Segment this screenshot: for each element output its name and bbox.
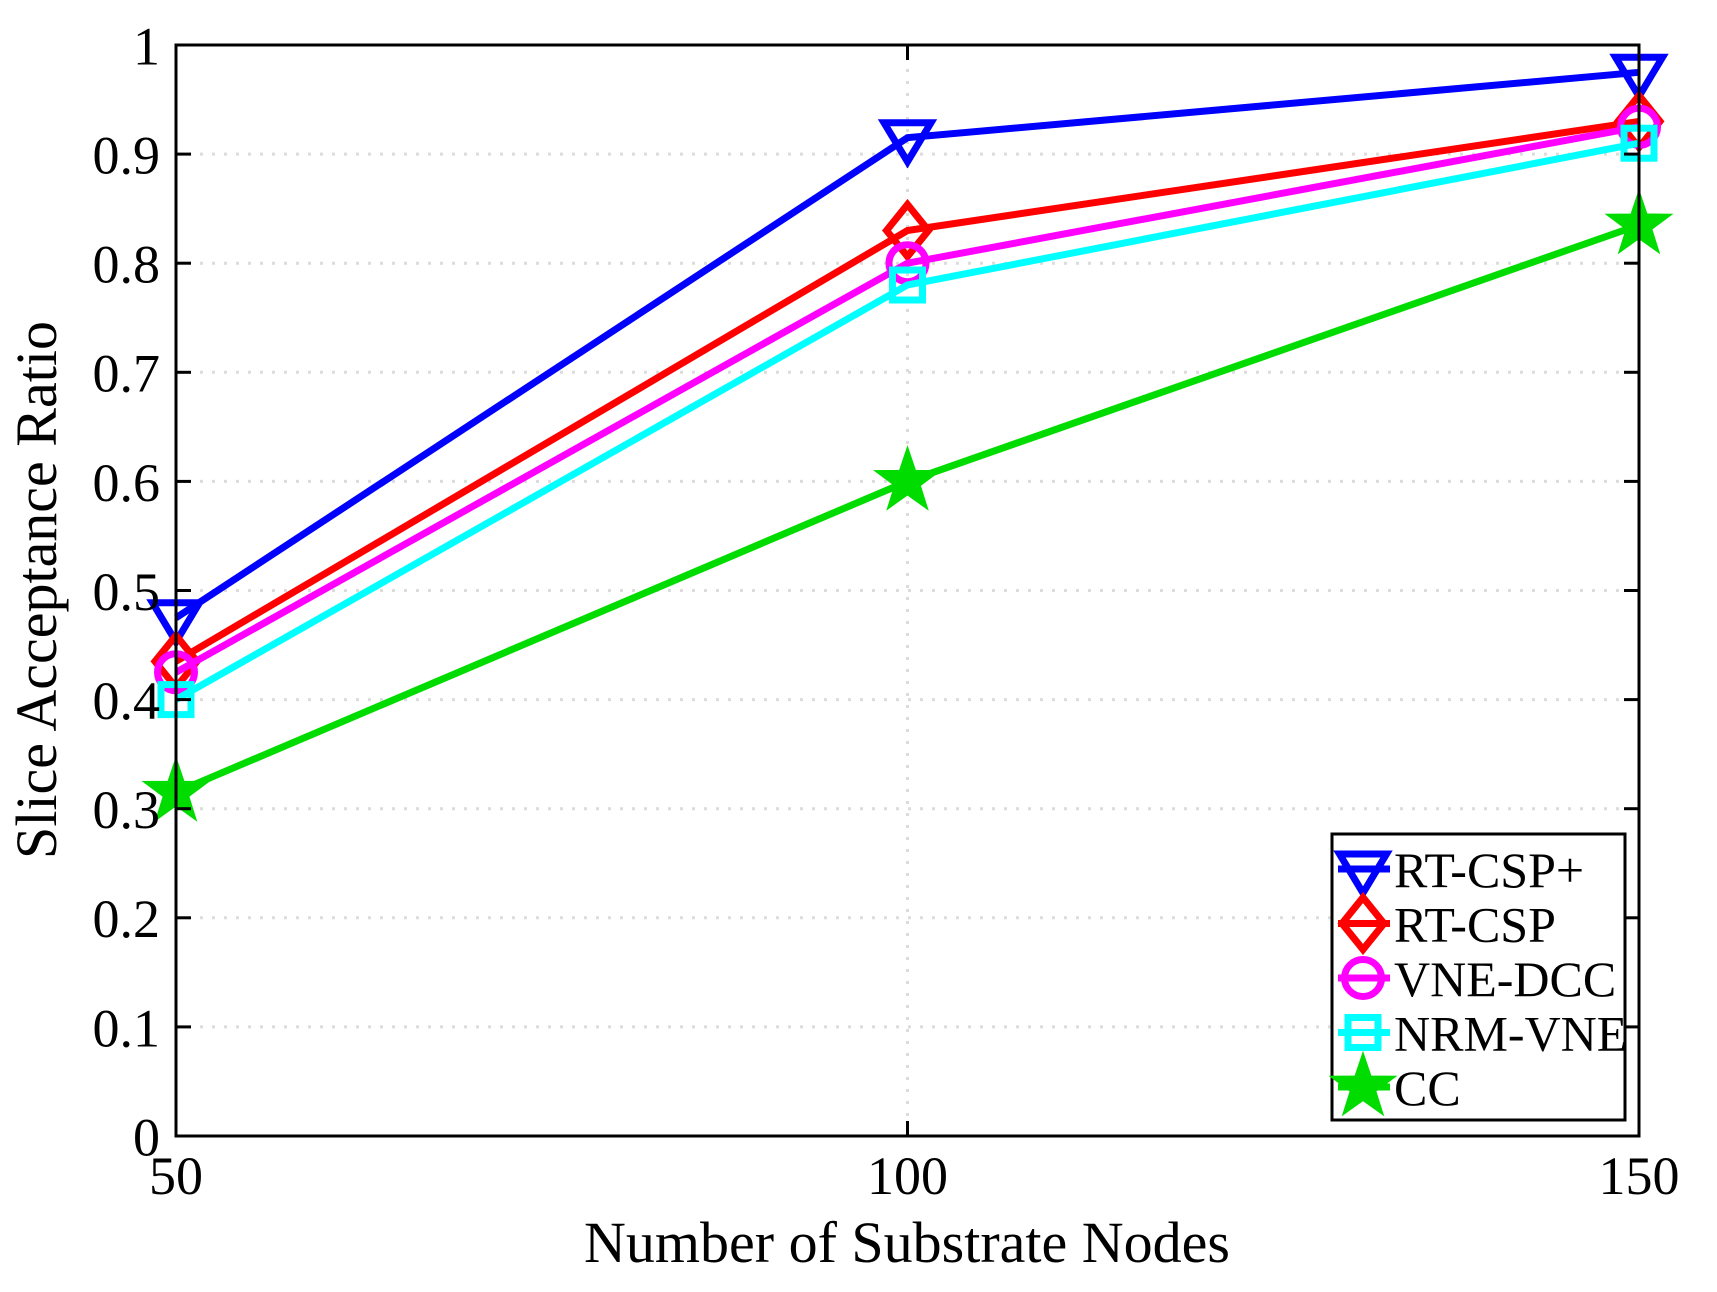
series-line-vne-dcc [174,123,1640,676]
gridlines [176,45,1639,1136]
series-line-rt-csp- [174,68,1640,621]
x-tick-label: 50 [149,1146,203,1206]
circle-marker-icon [1341,956,1385,1000]
y-tick-label: 0 [133,1107,160,1167]
series-line-nrm-vne [174,139,1640,703]
legend-label: RT-CSP+ [1394,842,1584,898]
diamond-marker-icon [882,198,933,263]
star-marker-icon [1328,1050,1398,1117]
x-tick-label: 100 [867,1146,948,1206]
legend-label: NRM-VNE [1394,1006,1627,1062]
y-tick-label: 0.6 [93,453,161,513]
data-series [141,53,1674,822]
y-tick-label: 0.4 [93,671,161,731]
legend-entry: RT-CSP+ [1333,842,1584,900]
series-line-rt-csp [174,117,1640,665]
legend-label: RT-CSP [1394,897,1556,953]
square-marker-icon [1344,1014,1382,1051]
triangle-down-marker-icon [1333,850,1393,900]
legend-entry: VNE-DCC [1338,951,1616,1007]
y-tick-label: 0.8 [93,235,161,295]
legend-entry: RT-CSP [1337,891,1556,956]
y-tick-label: 0.1 [93,998,161,1058]
legend-entry: CC [1328,1050,1461,1117]
legend-entry: NRM-VNE [1338,1006,1627,1062]
axes-box [174,43,1641,1138]
x-axis-label: Number of Substrate Nodes [584,1210,1230,1275]
y-axis-label: Slice Acceptance Ratio [4,321,69,859]
y-tick-label: 0.5 [93,562,161,622]
legend-label: CC [1394,1060,1461,1116]
star-marker-icon [873,445,942,511]
square-marker-icon [889,266,926,304]
y-tick-label: 0.9 [93,126,161,186]
y-tick-label: 1 [133,16,160,76]
y-tick-label: 0.7 [93,344,161,404]
triangle-down-marker-icon [877,119,938,169]
diamond-marker-icon [1337,891,1389,956]
x-tick-label: 150 [1599,1146,1680,1206]
y-tick-label: 0.3 [93,780,161,840]
y-tick-label: 0.2 [93,889,161,949]
legend-label: VNE-DCC [1394,951,1616,1007]
